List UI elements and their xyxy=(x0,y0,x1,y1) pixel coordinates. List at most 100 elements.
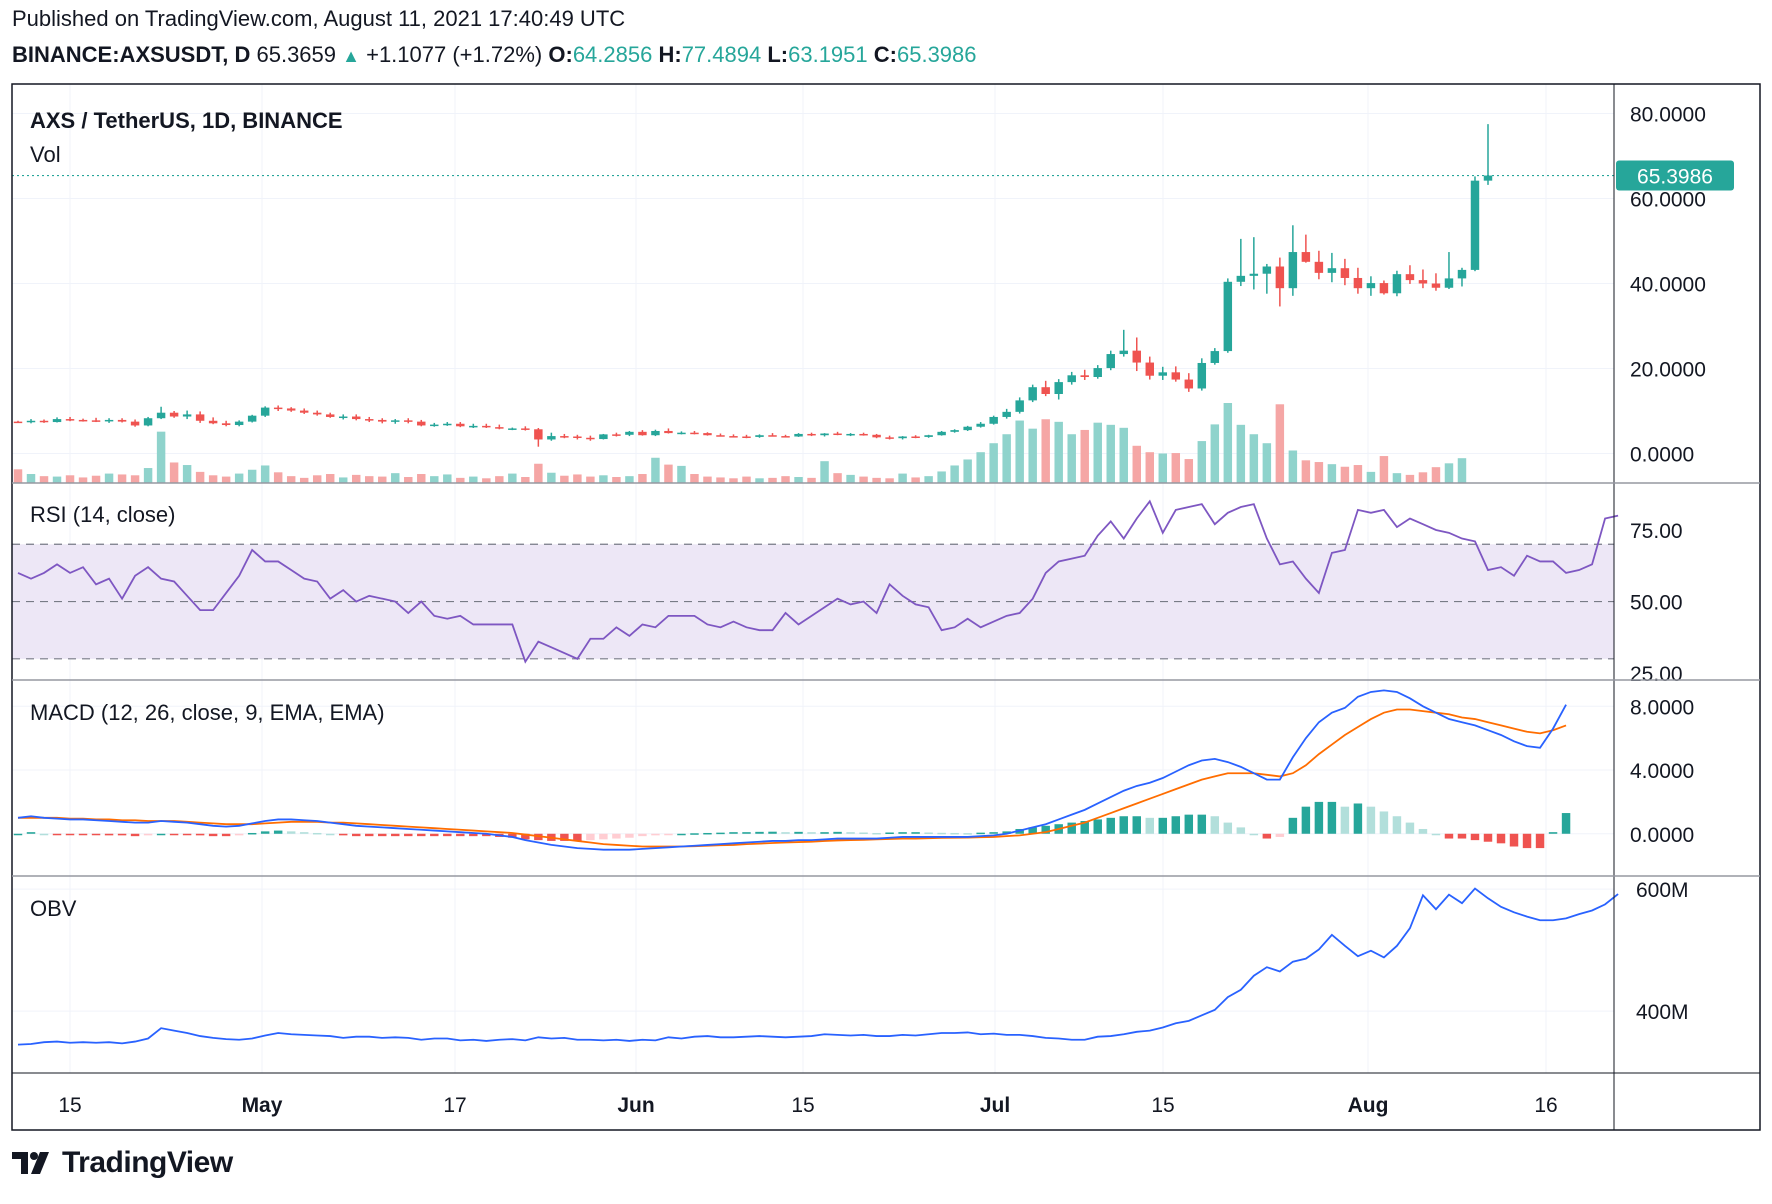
candle xyxy=(299,408,309,414)
candle xyxy=(1340,258,1350,286)
candle xyxy=(937,430,946,436)
volume-bar xyxy=(1054,421,1063,483)
macd-histogram-bar xyxy=(1548,832,1558,834)
macd-histogram-bar xyxy=(1067,822,1076,834)
volume-bar xyxy=(1106,424,1115,483)
candle xyxy=(742,434,751,439)
macd-histogram-bar xyxy=(65,833,75,836)
candle xyxy=(1002,408,1011,419)
volume-bar xyxy=(1028,428,1037,483)
volume-bar xyxy=(833,473,842,483)
volume-bar xyxy=(1262,443,1272,483)
macd-histogram-bar xyxy=(338,833,348,836)
candle xyxy=(456,422,465,428)
macd-histogram-bar xyxy=(39,833,49,836)
candle xyxy=(963,425,972,431)
macd-histogram-bar xyxy=(195,833,205,836)
volume-bar xyxy=(651,457,660,483)
candle-body xyxy=(417,421,426,426)
macd-histogram-bar xyxy=(1522,833,1532,849)
macd-histogram-bar xyxy=(260,831,270,834)
macd-histogram-bar xyxy=(208,833,218,837)
candle xyxy=(247,414,257,423)
volume-bars xyxy=(13,403,1467,483)
volume-bar xyxy=(378,476,387,483)
volume-bar xyxy=(299,477,309,483)
last-price-badge xyxy=(1616,160,1734,191)
volume-bar xyxy=(885,478,894,483)
volume-bar xyxy=(768,477,777,483)
volume-bar xyxy=(1275,404,1285,483)
candle-body xyxy=(1392,274,1402,294)
macd-histogram-bar xyxy=(872,832,881,835)
macd-histogram-bar xyxy=(1483,833,1493,842)
macd-histogram-bar xyxy=(130,833,140,837)
volume-bar xyxy=(182,465,192,483)
candle xyxy=(1132,337,1141,372)
volume-bar xyxy=(898,473,907,483)
candle-body xyxy=(521,428,530,430)
candle xyxy=(325,412,335,418)
candle-body xyxy=(703,433,712,436)
volume-bar xyxy=(1171,453,1181,483)
candle xyxy=(443,422,452,426)
candle-body xyxy=(378,419,387,422)
volume-bar xyxy=(273,472,283,483)
candle xyxy=(1483,124,1493,185)
candle-body xyxy=(482,425,491,428)
candle-body xyxy=(833,433,842,436)
candle xyxy=(1392,270,1402,297)
volume-bar xyxy=(1132,445,1141,483)
candle-body xyxy=(1353,277,1363,289)
candle xyxy=(1418,269,1428,289)
candle xyxy=(1080,369,1089,380)
macd-histogram-bar xyxy=(1301,806,1311,834)
candle xyxy=(404,418,413,424)
candle-body xyxy=(950,430,959,432)
candle-body xyxy=(208,420,218,424)
macd-histogram-bar xyxy=(1210,816,1220,834)
volume-bar xyxy=(117,474,127,483)
volume-bar xyxy=(820,461,829,483)
candle-body xyxy=(169,412,179,417)
macd-histogram-bar xyxy=(1535,833,1545,849)
volume-bar xyxy=(430,476,439,483)
volume-bar xyxy=(1145,452,1154,483)
candle-body xyxy=(286,408,296,411)
candle-body xyxy=(1275,266,1285,289)
candle xyxy=(612,432,621,437)
volume-bar xyxy=(221,476,231,483)
candle-body xyxy=(794,433,803,437)
macd-histogram-bar xyxy=(1171,816,1181,834)
macd-histogram-bar xyxy=(742,832,751,834)
candle xyxy=(104,418,114,423)
macd-histogram-bar xyxy=(1431,833,1441,836)
volume-bar xyxy=(976,452,985,483)
macd-histogram-bar xyxy=(898,832,907,834)
volume-bar xyxy=(1379,456,1389,483)
volume-bar xyxy=(664,464,673,483)
close-label: C: xyxy=(873,42,897,67)
candle-body xyxy=(846,433,855,436)
volume-bar xyxy=(195,471,205,483)
candle-body xyxy=(885,437,894,439)
volume-bar xyxy=(547,472,556,483)
candle xyxy=(1431,273,1441,291)
candle-body xyxy=(1210,351,1220,363)
volume-bar xyxy=(1288,450,1298,483)
macd-histogram-bar xyxy=(1106,817,1115,834)
candle xyxy=(130,419,140,427)
candle-body xyxy=(1236,275,1246,282)
volume-bar xyxy=(716,477,725,483)
macd-pane-title: MACD (12, 26, close, 9, EMA, EMA) xyxy=(30,700,385,725)
volume-bar xyxy=(612,477,621,483)
macd-histogram-bar xyxy=(169,833,179,836)
macd-histogram-bar xyxy=(1340,806,1350,834)
macd-histogram-bar xyxy=(299,832,309,834)
volume-bar xyxy=(417,474,426,483)
candle-body xyxy=(924,435,933,437)
volume-bar xyxy=(312,475,322,483)
candle xyxy=(586,435,595,441)
candle xyxy=(872,433,881,439)
